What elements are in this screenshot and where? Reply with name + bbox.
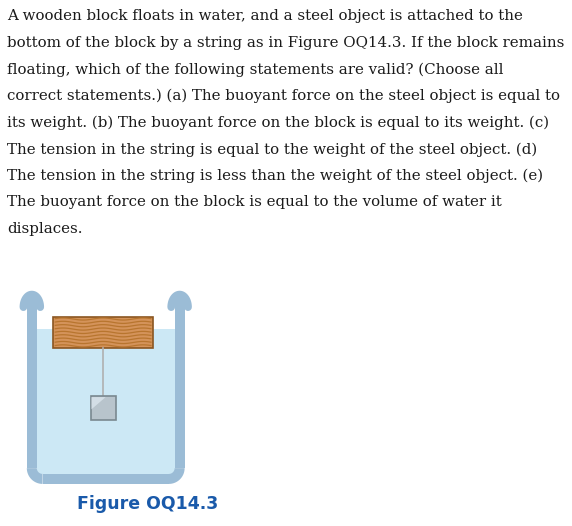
Text: its weight. (b) The buoyant force on the block is equal to its weight. (c): its weight. (b) The buoyant force on the… (7, 116, 549, 130)
Bar (37, 329, 174, 474)
Bar (174, 295, 185, 468)
Bar (27, 295, 37, 468)
Bar (90, 397, 116, 420)
Polygon shape (169, 468, 174, 474)
Bar (53, 317, 153, 348)
Text: displaces.: displaces. (7, 222, 82, 236)
Polygon shape (27, 468, 42, 484)
Polygon shape (169, 468, 185, 484)
Text: floating, which of the following statements are valid? (Choose all: floating, which of the following stateme… (7, 63, 503, 77)
Text: The tension in the string is equal to the weight of the steel object. (d): The tension in the string is equal to th… (7, 142, 537, 157)
Text: correct statements.) (a) The buoyant force on the steel object is equal to: correct statements.) (a) The buoyant for… (7, 89, 560, 104)
Bar (42, 474, 169, 484)
Text: A wooden block floats in water, and a steel object is attached to the: A wooden block floats in water, and a st… (7, 9, 523, 23)
Text: bottom of the block by a string as in Figure OQ14.3. If the block remains: bottom of the block by a string as in Fi… (7, 36, 564, 50)
Text: Figure OQ14.3: Figure OQ14.3 (77, 495, 219, 513)
Text: The buoyant force on the block is equal to the volume of water it: The buoyant force on the block is equal … (7, 195, 502, 209)
Polygon shape (92, 397, 106, 409)
Text: The tension in the string is less than the weight of the steel object. (e): The tension in the string is less than t… (7, 169, 543, 183)
Polygon shape (37, 468, 42, 474)
